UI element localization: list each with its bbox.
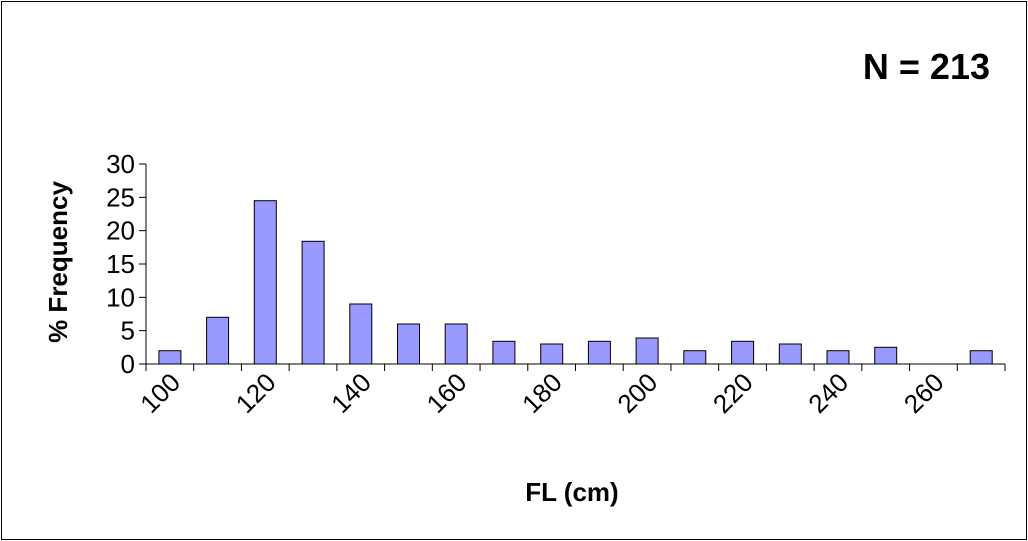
y-tick-label-2: 10 [106, 282, 135, 312]
bar-0 [158, 350, 182, 365]
bar-5 [397, 323, 420, 365]
bar-7 [492, 340, 516, 365]
bar-12 [731, 340, 755, 365]
x-tick-label-3: 160 [421, 367, 473, 419]
x-tick-label-4: 180 [516, 367, 568, 419]
y-tick-label-1: 5 [121, 316, 135, 346]
x-tick-label-6: 220 [707, 367, 759, 419]
y-tick-label-4: 20 [106, 216, 135, 246]
x-tick-label-2: 140 [325, 367, 377, 419]
x-tick-label-1: 120 [230, 367, 282, 419]
x-tick-label-0: 100 [134, 367, 186, 419]
bar-6 [444, 323, 468, 365]
y-tick-label-6: 30 [106, 149, 135, 179]
sample-size-annotation: N = 213 [863, 46, 990, 87]
y-axis-label: % Frequency [43, 181, 73, 343]
bar-10 [635, 337, 659, 365]
y-tick-label-3: 15 [106, 249, 135, 279]
y-tick-label-5: 25 [106, 182, 135, 212]
x-axis-label: FL (cm) [525, 477, 618, 507]
y-tick-label-0: 0 [121, 349, 135, 379]
bar-14 [826, 350, 850, 365]
x-tick-label-8: 260 [898, 367, 950, 419]
bar-11 [683, 350, 707, 365]
bar-2 [253, 200, 277, 365]
bar-15 [874, 346, 898, 365]
bar-4 [349, 303, 373, 365]
bar-8 [540, 343, 564, 365]
bar-1 [206, 316, 230, 365]
bar-13 [778, 343, 802, 365]
bar-9 [587, 340, 611, 365]
bar-3 [301, 240, 325, 365]
x-tick-label-5: 200 [611, 367, 663, 419]
bar-17 [969, 350, 993, 365]
x-tick-label-7: 240 [802, 367, 854, 419]
